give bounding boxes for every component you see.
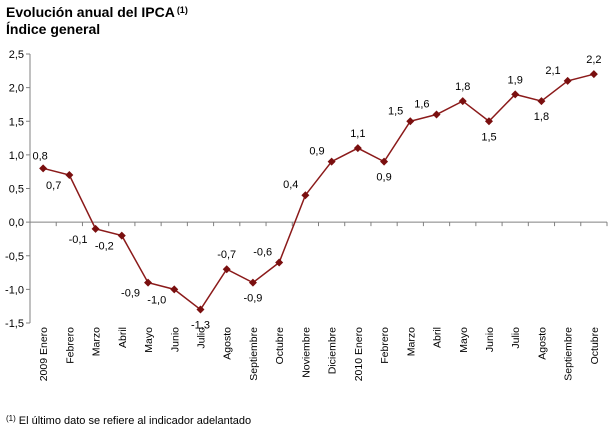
data-label: 1,5 (388, 105, 403, 117)
footnote-text: El último dato se refiere al indicador a… (18, 415, 252, 427)
chart-title-text: Evolución anual del IPCA (6, 4, 175, 20)
x-tick-label: Septiembre (563, 327, 575, 381)
data-point-marker (170, 285, 179, 294)
x-tick-label: Octubre (274, 327, 286, 365)
data-label: -0,9 (243, 293, 262, 305)
x-tick-label: Diciembre (327, 327, 339, 374)
data-label: 0,9 (309, 146, 324, 158)
data-point-marker (380, 157, 389, 166)
data-label: -1,3 (191, 320, 210, 332)
data-point-marker (65, 171, 74, 180)
data-label: -0,1 (69, 234, 88, 246)
data-label: 0,4 (283, 179, 298, 191)
data-label: 0,8 (32, 150, 47, 162)
x-tick-label: 2010 Enero (353, 327, 365, 381)
data-point-marker (117, 231, 126, 240)
data-point-marker (537, 97, 546, 106)
x-tick-label: Mayo (458, 327, 470, 353)
y-tick-label: 1,5 (9, 116, 24, 128)
x-tick-label: Noviembre (300, 327, 312, 378)
footnote: (1) El último dato se refiere al indicado… (6, 414, 251, 428)
data-label: -0,6 (253, 246, 272, 258)
y-tick-label: -1,0 (5, 284, 24, 296)
x-tick-label: Abril (432, 327, 444, 348)
y-tick-label: 2,0 (9, 83, 24, 95)
data-point-marker (563, 76, 572, 85)
y-tick-label: 0,0 (9, 217, 24, 229)
data-label: -1,0 (147, 294, 166, 306)
x-tick-label: Junio (169, 327, 181, 352)
data-label: 1,6 (414, 99, 429, 111)
x-tick-label: Agosto (536, 327, 548, 360)
x-tick-label: Febrero (64, 327, 76, 364)
footnote-mark: (1) (6, 414, 16, 423)
chart-subtitle: Índice general (6, 21, 101, 37)
title-footnote-mark: (1) (176, 5, 188, 15)
data-label: 1,1 (350, 128, 365, 140)
data-label: 0,9 (376, 172, 391, 184)
data-point-marker (327, 157, 336, 166)
y-tick-label: -0,5 (5, 251, 24, 263)
data-point-marker (248, 278, 257, 287)
data-point-marker (39, 164, 48, 173)
x-tick-label: Febrero (379, 327, 391, 364)
data-label: 1,8 (534, 111, 549, 123)
data-label: 1,5 (481, 131, 496, 143)
y-tick-label: 1,0 (9, 150, 24, 162)
y-tick-label: -1,5 (5, 318, 24, 330)
data-label: 1,8 (455, 81, 470, 93)
data-point-marker (301, 191, 310, 200)
y-tick-label: 2,5 (9, 49, 24, 61)
data-point-marker (458, 97, 467, 106)
data-point-marker (275, 258, 284, 267)
data-point-marker (484, 117, 493, 126)
data-point-marker (222, 265, 231, 274)
x-tick-label: Marzo (91, 327, 103, 356)
x-tick-label: Octubre (589, 327, 601, 365)
line-chart: -1,5 -1,0 -0,5 0,0 0,5 1,0 1,5 2,0 2,5 2009 Enero… (5, 49, 608, 381)
data-label: 1,9 (508, 74, 523, 86)
data-point-marker (353, 144, 362, 153)
x-tick-label: Julio (195, 327, 207, 349)
x-tick-label: Junio (484, 327, 496, 352)
x-tick-label: Marzo (405, 327, 417, 356)
chart-title: Evolución anual del IPCA (1) (6, 4, 188, 21)
x-tick-label: Mayo (143, 327, 155, 353)
data-label: 0,7 (46, 180, 61, 192)
x-tick-label: 2009 Enero (38, 327, 50, 381)
data-label: -0,7 (217, 249, 236, 261)
x-tick-label: Agosto (222, 327, 234, 360)
data-label: -0,9 (121, 288, 140, 300)
data-point-marker (432, 110, 441, 119)
data-point-marker (144, 278, 153, 287)
x-tick-label: Septiembre (248, 327, 260, 381)
data-label: 2,2 (586, 54, 601, 66)
data-label: 2,1 (545, 65, 560, 77)
y-tick-label: 0,5 (9, 184, 24, 196)
x-tick-label: Julio (510, 327, 522, 349)
data-point-marker (406, 117, 415, 126)
data-point-marker (91, 224, 100, 233)
data-point-marker (196, 305, 205, 314)
data-label: -0,2 (95, 241, 114, 253)
data-point-marker (511, 90, 520, 99)
series-line (42, 73, 595, 311)
x-tick-label: Abril (117, 327, 129, 348)
data-point-marker (589, 70, 598, 79)
